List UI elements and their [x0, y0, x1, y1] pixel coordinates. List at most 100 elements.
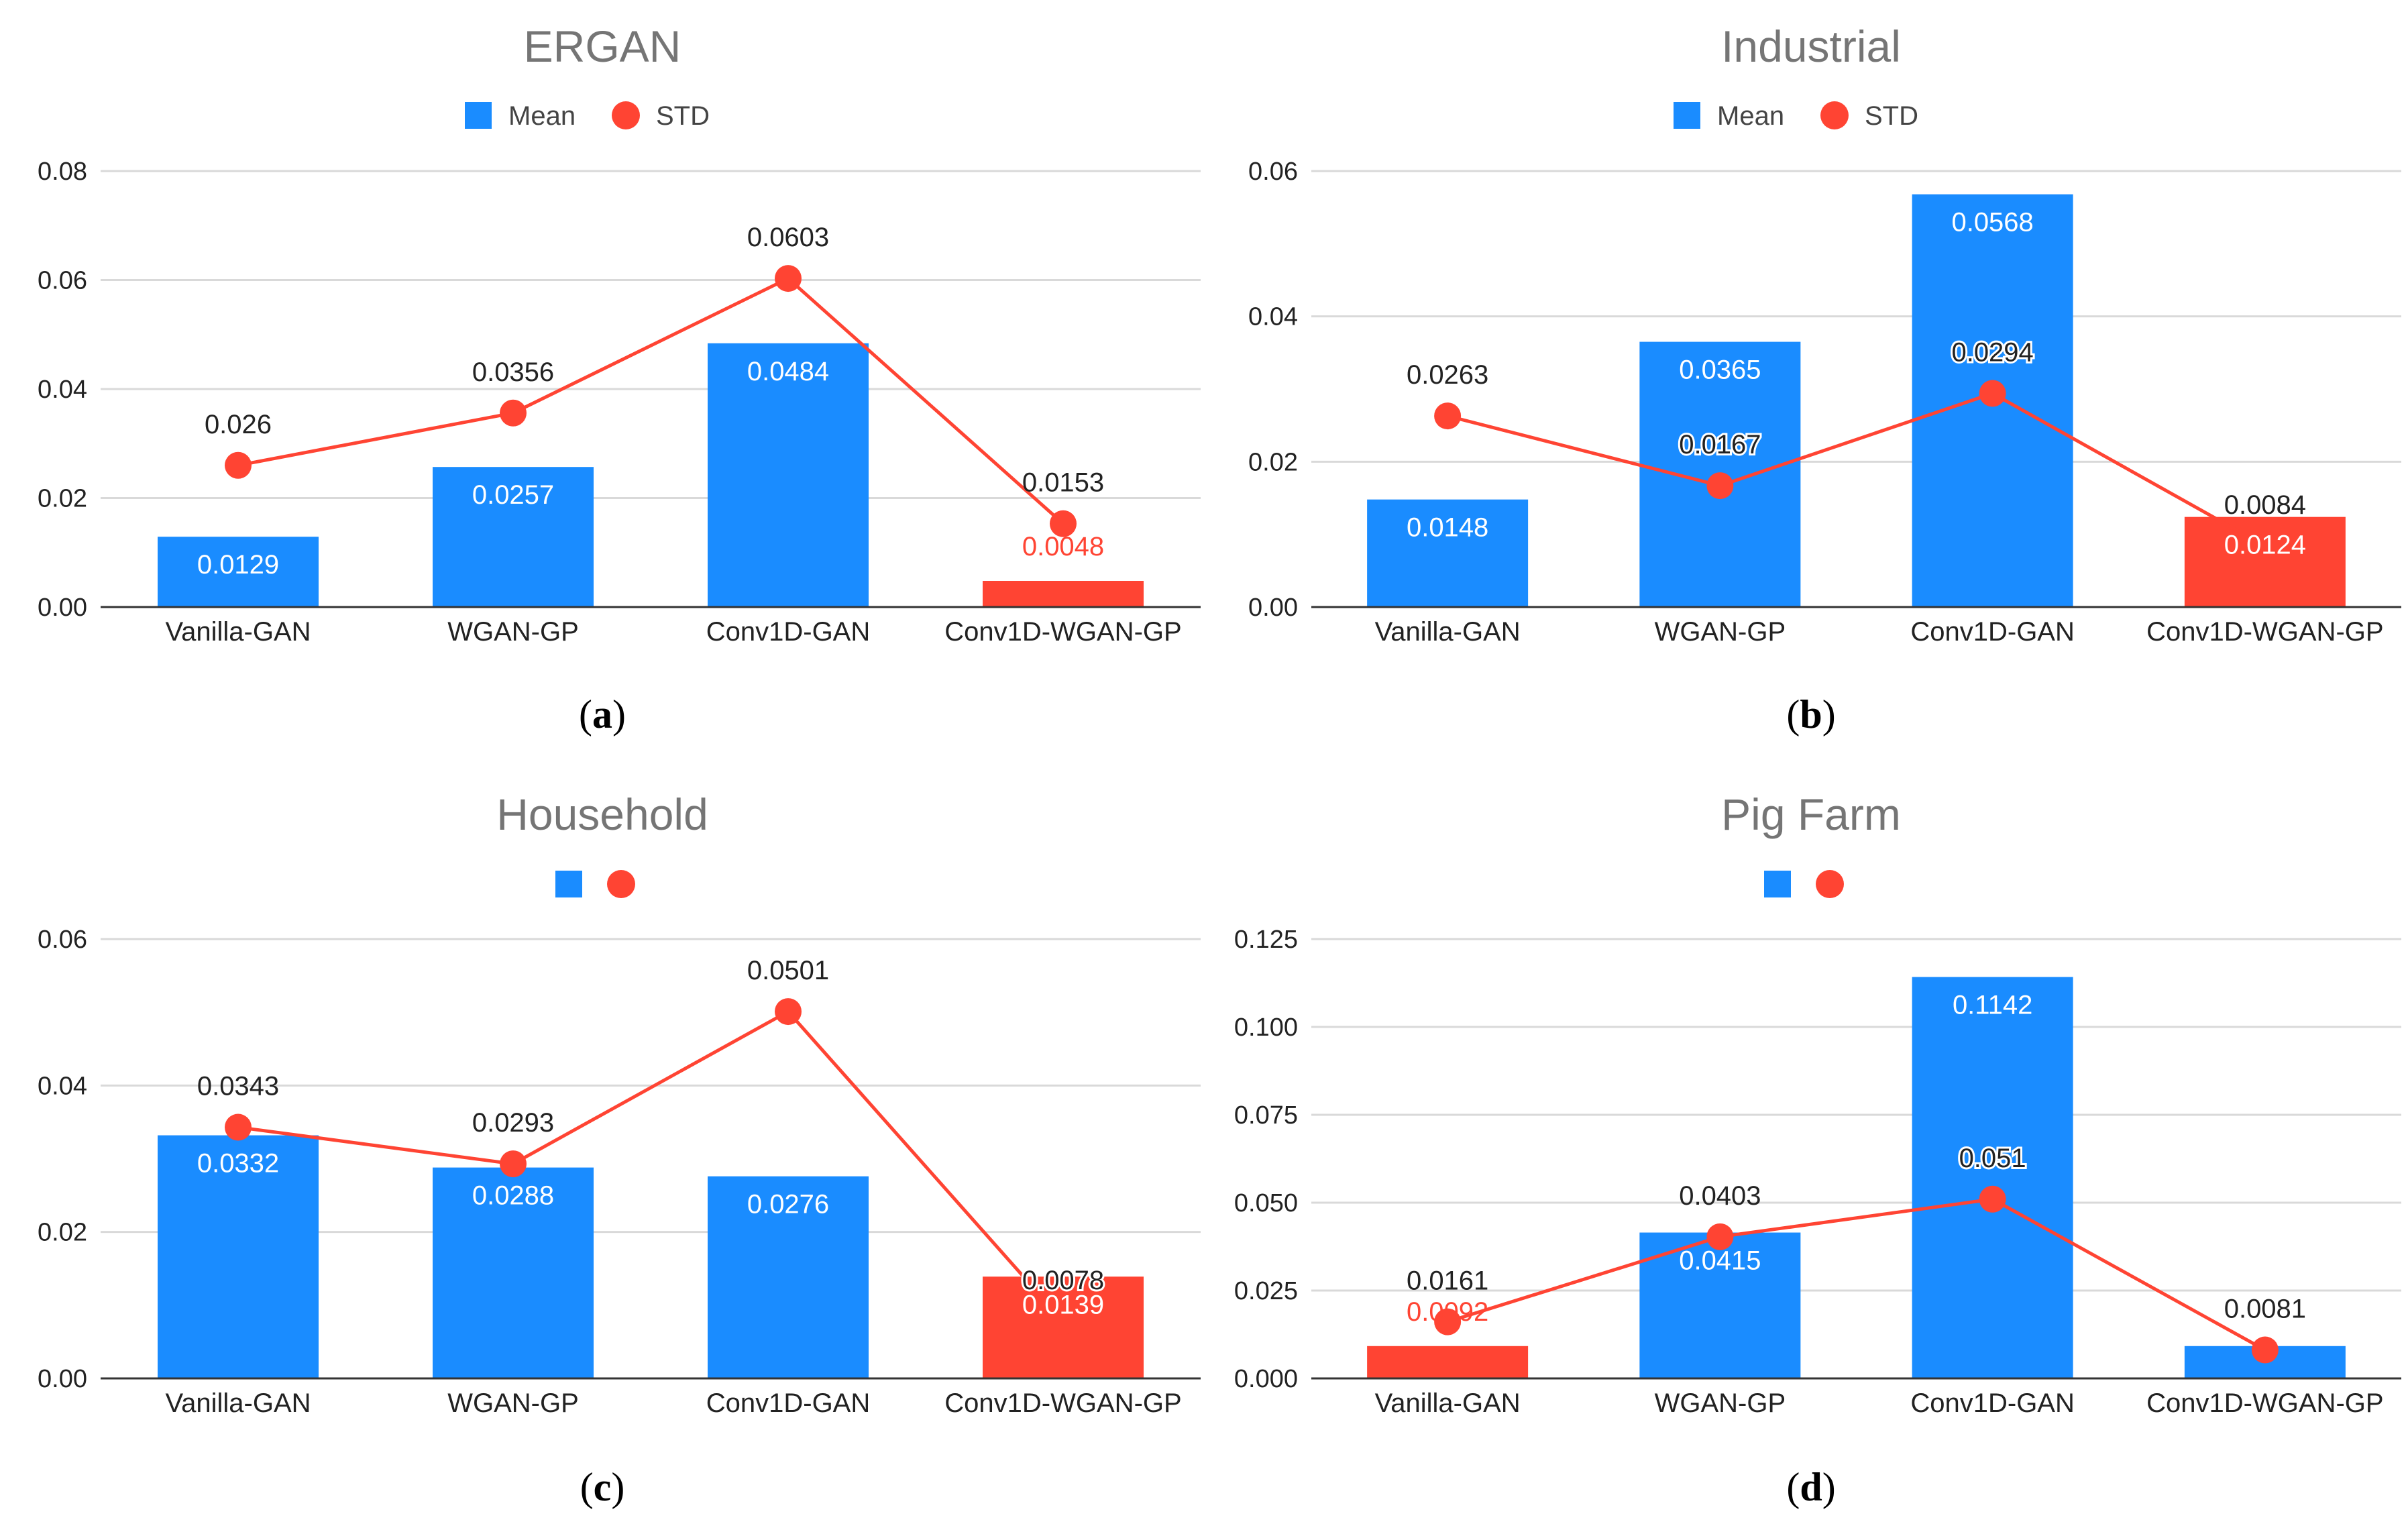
chart-c-ytick-label: 0.00 — [38, 1365, 87, 1393]
chart-a-std-label-1: 0.0356 — [472, 358, 554, 387]
chart-b-std-label-0: 0.0263 — [1407, 360, 1488, 390]
chart-a-std-point-0 — [225, 451, 252, 479]
chart-b-bar-3 — [2184, 516, 2346, 607]
chart-a-category-label-3: Conv1D-WGAN-GP — [944, 617, 1181, 647]
chart-b-bar-0 — [1367, 499, 1529, 607]
chart-b-std-label-2: 0.0294 — [1951, 338, 2033, 368]
chart-b-legend-mean-label: Mean — [1717, 101, 1784, 131]
chart-a-legend-mean-swatch — [465, 102, 492, 129]
chart-d-bar-0 — [1367, 1346, 1529, 1378]
chart-a-legend-mean-label: Mean — [508, 101, 576, 131]
chart-d-std-line — [1447, 1197, 2266, 1352]
chart-b-legend-std-label: STD — [1865, 101, 1918, 131]
chart-d-bar-label-2: 0.1142 — [1953, 991, 2032, 1020]
chart-c-ytick-label: 0.06 — [38, 926, 87, 954]
chart-c-legend-mean-swatch — [555, 871, 582, 897]
chart-a-ytick-label: 0.00 — [38, 594, 87, 622]
chart-c-bar-0 — [158, 1135, 319, 1378]
chart-a-ytick-label: 0.02 — [38, 485, 87, 513]
chart-c-bar-1 — [433, 1167, 594, 1378]
chart-b-ytick-label: 0.00 — [1248, 594, 1298, 622]
chart-d-std-label-3: 0.0081 — [2224, 1295, 2306, 1324]
chart-d-ytick-label: 0.000 — [1234, 1365, 1298, 1393]
chart-b-std-line — [1447, 391, 2266, 548]
chart-c-std-label-0: 0.0343 — [197, 1072, 279, 1101]
chart-c-legend-std-swatch — [607, 870, 635, 898]
chart-b-category-label-2: Conv1D-GAN — [1910, 617, 2075, 647]
chart-a-std-label-0: 0.026 — [205, 410, 272, 439]
chart-a-bar-0 — [158, 537, 319, 607]
chart-d-ytick-label: 0.050 — [1234, 1189, 1298, 1217]
chart-d-legend-mean-swatch — [1764, 871, 1791, 897]
chart-a-category-label-1: WGAN-GP — [447, 617, 579, 647]
chart-a-std-point-2 — [775, 265, 802, 292]
chart-d-std-point-0 — [1434, 1308, 1462, 1335]
chart-b-bar-label-1: 0.0365 — [1679, 356, 1761, 385]
chart-c-std-label-3: 0.0078 — [1022, 1266, 1104, 1295]
chart-b-bar-label-3: 0.0124 — [2224, 531, 2306, 560]
chart-d-caption: (d) — [1786, 1465, 1835, 1509]
chart-a-ytick-label: 0.06 — [38, 267, 87, 295]
chart-a-std-label-2: 0.0603 — [747, 223, 829, 252]
chart-b-std-point-1 — [1706, 472, 1734, 500]
chart-a-category-label-0: Vanilla-GAN — [165, 617, 311, 647]
chart-d-bar-1 — [1639, 1232, 1801, 1378]
chart-d-bar-label-0: 0.0092 — [1407, 1297, 1488, 1327]
chart-b-legend-std-swatch — [1820, 101, 1849, 129]
chart-a-bar-1 — [433, 467, 594, 607]
chart-a-category-label-2: Conv1D-GAN — [706, 617, 871, 647]
chart-d-std-point-2 — [1979, 1185, 2006, 1213]
chart-c-category-label-3: Conv1D-WGAN-GP — [944, 1388, 1181, 1418]
chart-a-std-label-3: 0.0153 — [1022, 468, 1104, 498]
chart-c-bar-label-3: 0.0139 — [1022, 1290, 1104, 1319]
chart-a-bar-label-2: 0.0484 — [747, 357, 829, 386]
chart-b-title: Industrial — [1721, 21, 1901, 71]
chart-c-category-label-0: Vanilla-GAN — [165, 1388, 311, 1418]
chart-b-category-label-3: Conv1D-WGAN-GP — [2146, 617, 2383, 647]
chart-d-bar-label-1: 0.0415 — [1679, 1246, 1761, 1276]
chart-d-ytick-label: 0.125 — [1234, 926, 1298, 954]
chart-d-ytick-label: 0.075 — [1234, 1101, 1298, 1130]
chart-c-bar-label-1: 0.0288 — [472, 1181, 554, 1211]
chart-a-bar-label-1: 0.0257 — [472, 480, 554, 510]
chart-d-bar-2 — [1912, 977, 2073, 1378]
chart-b-ytick-label: 0.04 — [1248, 303, 1298, 331]
chart-c-std-label-2: 0.0501 — [747, 956, 829, 985]
chart-b-std-point-0 — [1434, 402, 1462, 430]
chart-a-legend-std-swatch — [612, 101, 640, 129]
chart-a-ytick-label: 0.08 — [38, 158, 87, 186]
chart-c-std-point-2 — [775, 998, 802, 1026]
chart-b-std-point-3 — [2251, 533, 2279, 559]
chart-b-ytick-label: 0.06 — [1248, 158, 1298, 186]
chart-c-std-label-1: 0.0293 — [472, 1108, 554, 1138]
chart-c-ytick-label: 0.02 — [38, 1219, 87, 1247]
chart-d-title: Pig Farm — [1721, 789, 1901, 839]
chart-c-std-point-1 — [500, 1150, 527, 1178]
chart-c-title: Household — [496, 789, 708, 839]
chart-c-bar-2 — [708, 1176, 869, 1378]
chart-d-std-label-2: 0.051 — [1959, 1144, 2026, 1173]
chart-c-std-line — [237, 1009, 1064, 1323]
chart-d-std-point-3 — [2251, 1336, 2279, 1364]
chart-c-std-point-0 — [225, 1113, 252, 1141]
chart-d-std-label-1: 0.0403 — [1679, 1181, 1761, 1211]
chart-a-legend-std-label: STD — [656, 101, 710, 131]
chart-c-category-label-2: Conv1D-GAN — [706, 1388, 871, 1418]
chart-a-std-point-1 — [500, 399, 527, 427]
chart-a-bar-label-0: 0.0129 — [197, 550, 279, 580]
chart-a-caption: (a) — [579, 692, 626, 736]
chart-a-ytick-label: 0.04 — [38, 376, 87, 404]
chart-b-std-label-3: 0.0084 — [2224, 490, 2306, 520]
chart-b-bar-label-0: 0.0148 — [1407, 513, 1488, 543]
chart-a-std-point-3 — [1050, 510, 1077, 537]
chart-b-category-label-1: WGAN-GP — [1655, 617, 1786, 647]
chart-d-ytick-label: 0.025 — [1234, 1277, 1298, 1305]
chart-d-category-label-3: Conv1D-WGAN-GP — [2146, 1388, 2383, 1418]
chart-c-bar-label-2: 0.0276 — [747, 1190, 829, 1219]
chart-a-title: ERGAN — [524, 21, 681, 71]
chart-d-category-label-0: Vanilla-GAN — [1375, 1388, 1521, 1418]
chart-a-std-line — [237, 276, 1064, 525]
chart-b-std-point-2 — [1979, 380, 2006, 407]
chart-b-ytick-label: 0.02 — [1248, 448, 1298, 476]
chart-a-bar-3 — [983, 581, 1144, 607]
